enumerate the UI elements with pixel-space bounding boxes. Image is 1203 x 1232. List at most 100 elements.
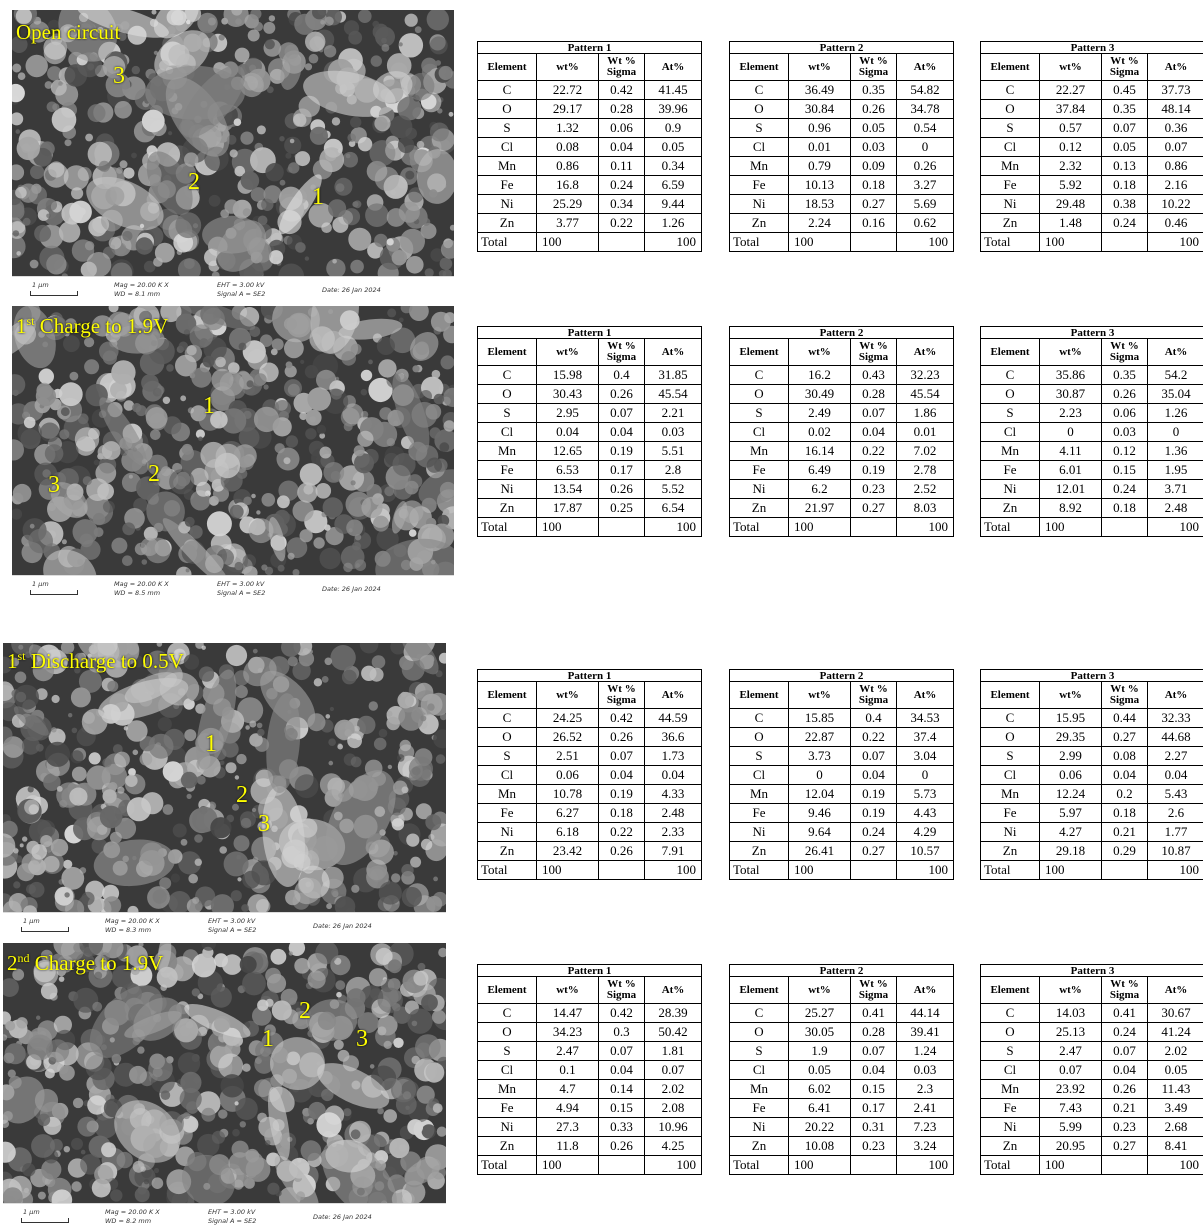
label-rest: Charge to 1.9V <box>29 951 164 975</box>
wt-cell: 14.03 <box>1039 1003 1102 1023</box>
table-row: C 16.2 0.43 32.23 <box>729 365 954 385</box>
at-cell: 37.73 <box>1147 80 1203 100</box>
at-cell: 5.52 <box>644 479 702 499</box>
total-sigma <box>598 1155 645 1175</box>
table-row: Ni 4.27 0.21 1.77 <box>980 822 1203 842</box>
table-row: Mn 12.04 0.19 5.73 <box>729 784 954 804</box>
sigma-cell: 0.19 <box>850 784 897 804</box>
sigma-cell: 0.15 <box>598 1098 645 1118</box>
at-cell: 1.73 <box>644 746 702 766</box>
total-at: 100 <box>896 232 954 252</box>
at-cell: 1.77 <box>1147 822 1203 842</box>
sigma-cell: 0.04 <box>850 1060 897 1080</box>
scale-bar <box>21 1218 69 1223</box>
element-cell: Mn <box>477 156 537 176</box>
wt-cell: 0.07 <box>1039 1060 1102 1080</box>
sigma-cell: 0.21 <box>1101 1098 1148 1118</box>
sem-info-bar: 1 μm Mag = 20.00 K X WD = 8.3 mm EHT = 3.00… <box>3 912 446 939</box>
element-cell: Cl <box>477 137 537 157</box>
table-row: Zn 1.48 0.24 0.46 <box>980 213 1203 233</box>
pattern-header-row: Pattern 2 <box>729 669 954 682</box>
total-sigma <box>850 1155 897 1175</box>
at-cell: 2.16 <box>1147 175 1203 195</box>
table-row: Ni 20.22 0.31 7.23 <box>729 1117 954 1137</box>
wt-cell: 0.79 <box>788 156 851 176</box>
eht-label: EHT = 3.00 kV <box>217 281 265 289</box>
wt-cell: 0.86 <box>536 156 599 176</box>
sigma-cell: 0.07 <box>1101 1041 1148 1061</box>
label-main: 1 <box>7 649 18 673</box>
total-row: Total 100 100 <box>980 517 1203 537</box>
sigma-header-line1: Wt % <box>607 340 636 352</box>
wt-cell: 5.97 <box>1039 803 1102 823</box>
mag-label: Mag = 20.00 K X <box>105 1208 160 1216</box>
wt-cell: 5.92 <box>1039 175 1102 195</box>
wt-cell: 30.43 <box>536 384 599 404</box>
at-cell: 7.23 <box>896 1117 954 1137</box>
sem-condition-label: Open circuit <box>16 20 120 45</box>
sigma-cell: 0.07 <box>598 1041 645 1061</box>
at-header: At% <box>644 976 702 1004</box>
table-row: Zn 21.97 0.27 8.03 <box>729 498 954 518</box>
table-row: Zn 26.41 0.27 10.57 <box>729 841 954 861</box>
wt-cell: 0.02 <box>788 422 851 442</box>
column-header-row: Element wt% Wt % Sigma At% <box>729 53 954 81</box>
mag-label: Mag = 20.00 K X <box>114 281 169 289</box>
table-row: C 25.27 0.41 44.14 <box>729 1003 954 1023</box>
table-row: O 29.35 0.27 44.68 <box>980 727 1203 747</box>
eds-table: Pattern 2 Element wt% Wt % Sigma At% C 36.49 0.3… <box>729 41 954 252</box>
table-row: Fe 4.94 0.15 2.08 <box>477 1098 702 1118</box>
element-cell: Fe <box>980 460 1040 480</box>
element-cell: S <box>729 746 789 766</box>
wt-cell: 4.27 <box>1039 822 1102 842</box>
table-row: O 26.52 0.26 36.6 <box>477 727 702 747</box>
at-cell: 6.54 <box>644 498 702 518</box>
table-row: Ni 27.3 0.33 10.96 <box>477 1117 702 1137</box>
sigma-cell: 0.22 <box>598 213 645 233</box>
sigma-cell: 0.03 <box>850 137 897 157</box>
at-header: At% <box>644 681 702 709</box>
at-cell: 48.14 <box>1147 99 1203 119</box>
table-row: Zn 17.87 0.25 6.54 <box>477 498 702 518</box>
wt-cell: 34.23 <box>536 1022 599 1042</box>
table-row: S 2.49 0.07 1.86 <box>729 403 954 423</box>
at-cell: 4.29 <box>896 822 954 842</box>
sigma-cell: 0.24 <box>850 822 897 842</box>
element-cell: C <box>980 80 1040 100</box>
at-cell: 41.45 <box>644 80 702 100</box>
pattern-header-row: Pattern 2 <box>729 964 954 977</box>
wt-cell: 6.53 <box>536 460 599 480</box>
sigma-header-line2: Sigma <box>606 989 637 1001</box>
wt-cell: 2.99 <box>1039 746 1102 766</box>
total-row: Total 100 100 <box>477 860 702 880</box>
element-cell: S <box>729 403 789 423</box>
pattern-title: Pattern 3 <box>980 326 1203 339</box>
sigma-header: Wt % Sigma <box>1101 338 1148 366</box>
element-cell: O <box>477 1022 537 1042</box>
wd-label: WD = 8.1 mm <box>114 290 161 298</box>
table-row: S 0.57 0.07 0.36 <box>980 118 1203 138</box>
at-cell: 1.24 <box>896 1041 954 1061</box>
sigma-header: Wt % Sigma <box>598 681 645 709</box>
sem-condition-label: 1st Charge to 1.9V <box>16 314 168 339</box>
pattern-title: Pattern 3 <box>980 41 1203 54</box>
table-row: C 35.86 0.35 54.2 <box>980 365 1203 385</box>
sigma-cell: 0.07 <box>1101 118 1148 138</box>
element-cell: O <box>980 1022 1040 1042</box>
label-main: 2 <box>7 951 18 975</box>
sigma-header: Wt % Sigma <box>850 53 897 81</box>
element-cell: Fe <box>477 460 537 480</box>
element-cell: Ni <box>729 479 789 499</box>
sigma-header-line1: Wt % <box>1110 683 1139 695</box>
total-wt: 100 <box>536 860 599 880</box>
wt-cell: 3.73 <box>788 746 851 766</box>
pattern-title: Pattern 2 <box>729 326 954 339</box>
sigma-cell: 0.3 <box>598 1022 645 1042</box>
wt-cell: 20.95 <box>1039 1136 1102 1156</box>
wt-cell: 14.47 <box>536 1003 599 1023</box>
wd-label: WD = 8.2 mm <box>105 1217 152 1225</box>
at-header: At% <box>896 976 954 1004</box>
column-header-row: Element wt% Wt % Sigma At% <box>980 53 1203 81</box>
sem-micrograph: Open circuit 3 2 1 1 μm Mag = 20.00 K X WD = 8… <box>12 10 454 303</box>
element-cell: O <box>980 384 1040 404</box>
